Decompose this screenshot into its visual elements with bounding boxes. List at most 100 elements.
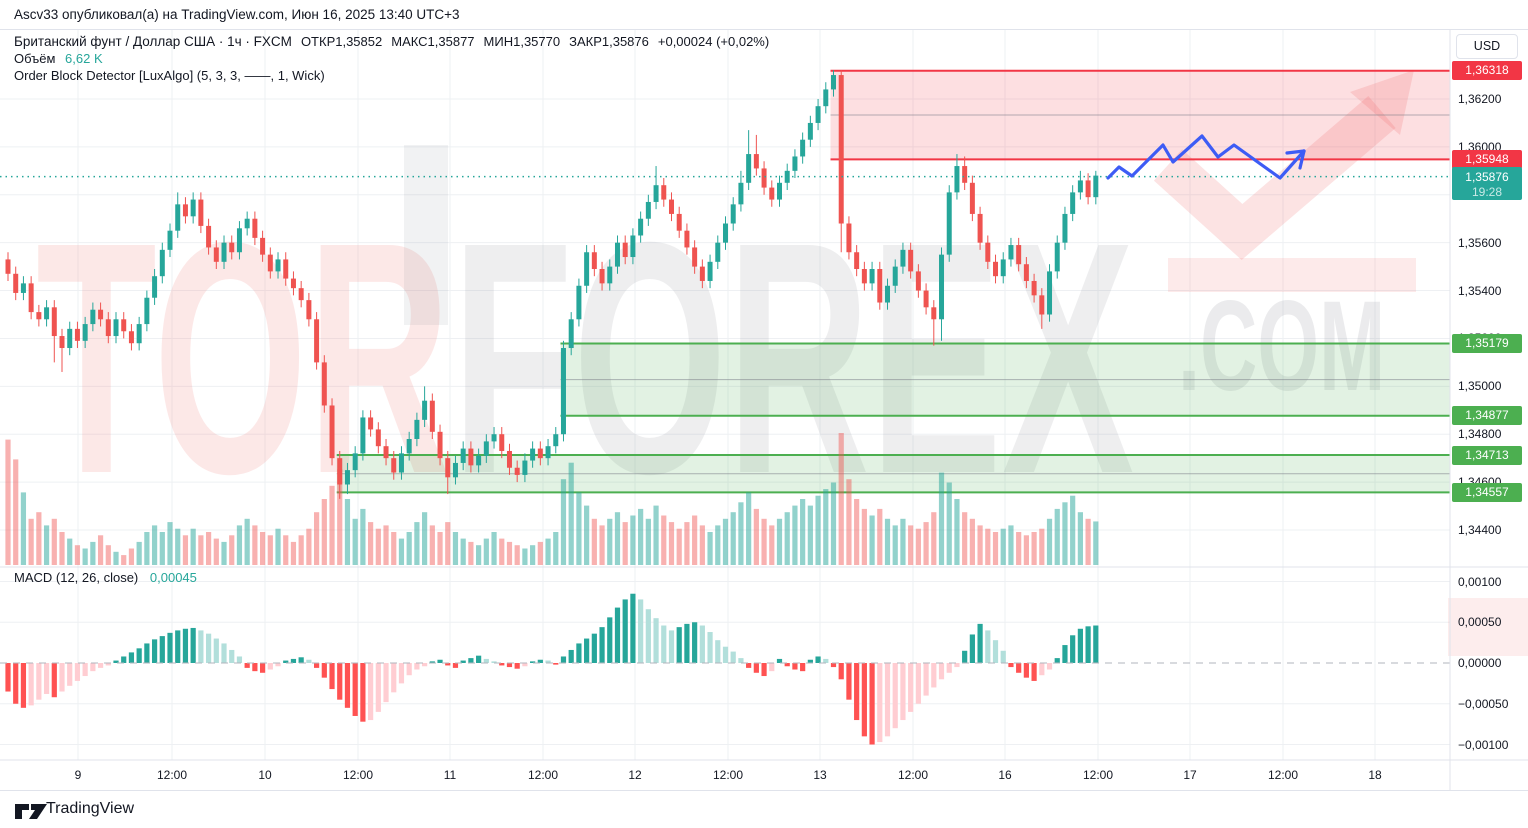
volume-bar	[414, 522, 420, 565]
indicator-legend-row[interactable]: Order Block Detector [LuxAlgo] (5, 3, 3,…	[14, 68, 325, 83]
volume-bar	[838, 433, 844, 565]
volume-bar	[337, 469, 343, 565]
candle-body	[877, 269, 883, 303]
chart-canvas[interactable]: TORFOREX.COM	[0, 0, 1528, 790]
macd-bar	[352, 663, 358, 716]
volume-bar	[1039, 528, 1045, 565]
candle-body	[105, 319, 111, 337]
candle-body	[715, 242, 721, 262]
macd-bar	[869, 663, 875, 745]
current-price-label: 1,35876 19:28	[1452, 166, 1522, 200]
macd-bar	[838, 663, 844, 680]
candle-body	[375, 429, 381, 447]
tradingview-logo-icon[interactable]	[14, 801, 50, 821]
volume-bar	[59, 532, 65, 565]
macd-bar	[846, 663, 852, 700]
macd-legend-row[interactable]: MACD (12, 26, close) 0,00045	[14, 570, 197, 585]
volume-bar	[298, 535, 304, 565]
macd-bar	[437, 659, 443, 663]
candle-body	[1093, 175, 1099, 198]
candle-body	[591, 252, 597, 270]
candle-body	[1023, 264, 1029, 281]
candle-body	[1085, 180, 1091, 198]
candle-body	[668, 199, 674, 214]
symbol-title[interactable]: Британский фунт / Доллар США · 1ч · FXCM	[14, 34, 292, 49]
macd-bar	[290, 658, 297, 663]
published-byline: Ascv33 опубликовал(а) на TradingView.com…	[14, 7, 460, 22]
macd-bar	[1016, 663, 1022, 673]
candle-body	[136, 324, 142, 344]
candle-body	[514, 467, 520, 475]
candle-body	[576, 285, 582, 320]
volume-bar	[368, 522, 374, 565]
macd-tick: 0,00050	[1458, 615, 1502, 630]
candle-body	[406, 439, 412, 454]
volume-bar	[630, 515, 636, 565]
candle-body	[260, 237, 266, 255]
candle-body	[738, 182, 744, 205]
macd-bar	[854, 663, 860, 721]
macd-bar	[483, 658, 489, 663]
candle-body	[314, 319, 320, 363]
volume-bar	[437, 532, 443, 565]
volume-legend-row[interactable]: Объём 6,62 K	[14, 51, 103, 66]
macd-bar	[314, 663, 320, 668]
volume-bar	[267, 535, 273, 565]
candle-body	[908, 249, 914, 272]
price-scale[interactable]: USD 1,362001,360001,356001,354001,352001…	[1450, 30, 1528, 790]
macd-bar	[977, 623, 983, 663]
time-axis[interactable]: 9 12:00 10 12:00 11 12:00 12 12:00 13 12:00 16 12:0…	[0, 760, 1450, 790]
macd-bar	[923, 663, 929, 696]
volume-bar	[468, 541, 474, 565]
macd-bar	[668, 630, 675, 663]
macd-bar	[221, 643, 227, 663]
macd-bar	[784, 663, 790, 667]
symbol-legend-row[interactable]: Британский фунт / Доллар США · 1ч · FXCM…	[14, 34, 769, 49]
volume-bar	[931, 512, 937, 565]
volume-bar	[877, 508, 883, 565]
macd-title: MACD (12, 26, close)	[14, 570, 139, 585]
currency-toggle-button[interactable]: USD	[1456, 34, 1518, 59]
candle-body	[306, 300, 312, 320]
macd-bar	[738, 658, 744, 663]
volume-bar	[1031, 532, 1037, 565]
macd-bar	[776, 658, 783, 663]
volume-bar	[854, 499, 860, 565]
candle-body	[329, 405, 335, 459]
candle-body	[977, 213, 983, 243]
candle-body	[44, 307, 50, 320]
volume-bar	[1054, 508, 1060, 565]
macd-bar	[283, 660, 289, 663]
macd-bar	[105, 663, 111, 666]
candle-body	[939, 254, 945, 320]
macd-bar	[337, 663, 343, 700]
macd-bar	[946, 663, 952, 673]
volume-bar	[43, 525, 50, 565]
candle-body	[344, 470, 350, 485]
tradingview-brand-link[interactable]: TradingView	[46, 800, 135, 817]
volume-bar	[151, 525, 158, 565]
candle-body	[831, 75, 837, 90]
price-tick: 1,36200	[1458, 92, 1502, 106]
volume-bar	[769, 525, 775, 565]
candle-body	[452, 462, 458, 478]
order-block-price-label: 1,35948	[1452, 149, 1522, 169]
volume-bar	[1023, 535, 1029, 565]
candle-body	[28, 283, 34, 313]
time-tick: 16	[998, 768, 1012, 782]
macd-bar	[144, 643, 150, 663]
candle-body	[962, 166, 968, 183]
candle-body	[892, 266, 898, 286]
volume-bar	[653, 505, 659, 565]
candle-body	[360, 417, 366, 454]
volume-bar	[908, 525, 914, 565]
macd-bar	[28, 663, 34, 706]
candle-body	[954, 166, 960, 193]
macd-bar	[244, 663, 250, 668]
volume-bar	[499, 538, 505, 565]
macd-tick: −0,00100	[1458, 737, 1509, 752]
volume-bar	[483, 538, 489, 565]
volume-bar	[776, 518, 783, 565]
candle-body	[283, 259, 289, 279]
volume-bar	[252, 525, 258, 565]
